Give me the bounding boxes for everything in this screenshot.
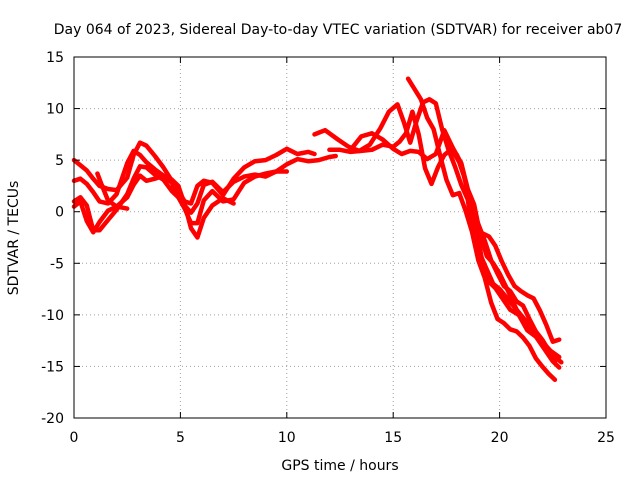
x-tick-label: 10 (278, 430, 296, 446)
x-tick-label: 20 (491, 430, 509, 446)
y-tick-label: -15 (41, 359, 64, 375)
chart-title: Day 064 of 2023, Sidereal Day-to-day VTE… (54, 22, 623, 38)
y-tick-label: -10 (41, 308, 64, 324)
y-tick-label: 5 (55, 153, 64, 169)
x-tick-label: 25 (597, 430, 615, 446)
series-line-trace-i (405, 76, 558, 383)
x-tick-label: 5 (176, 430, 185, 446)
series-group (71, 76, 564, 383)
series-line-trace-k (473, 231, 562, 344)
y-tick-label: -20 (41, 411, 64, 427)
plot-frame (73, 56, 607, 419)
y-tick-label: 0 (55, 205, 64, 221)
x-tick-label: 0 (70, 430, 79, 446)
series-line-trace-j (444, 134, 564, 365)
x-axis-title: GPS time / hours (281, 458, 398, 474)
y-tick-label: 10 (46, 102, 64, 118)
y-tick-label: -5 (50, 256, 64, 272)
series-line-trace-d (71, 173, 236, 240)
y-tick-label: 15 (46, 50, 64, 66)
grid (74, 57, 606, 418)
x-tick-label: 15 (384, 430, 402, 446)
axis-ticks: 0 5 10 15 20 25 15 10 5 0 -5 -10 -15 -20 (41, 50, 615, 446)
series-line-trace-e (95, 171, 130, 211)
y-axis-title: SDTVAR / TECUs (6, 181, 22, 296)
